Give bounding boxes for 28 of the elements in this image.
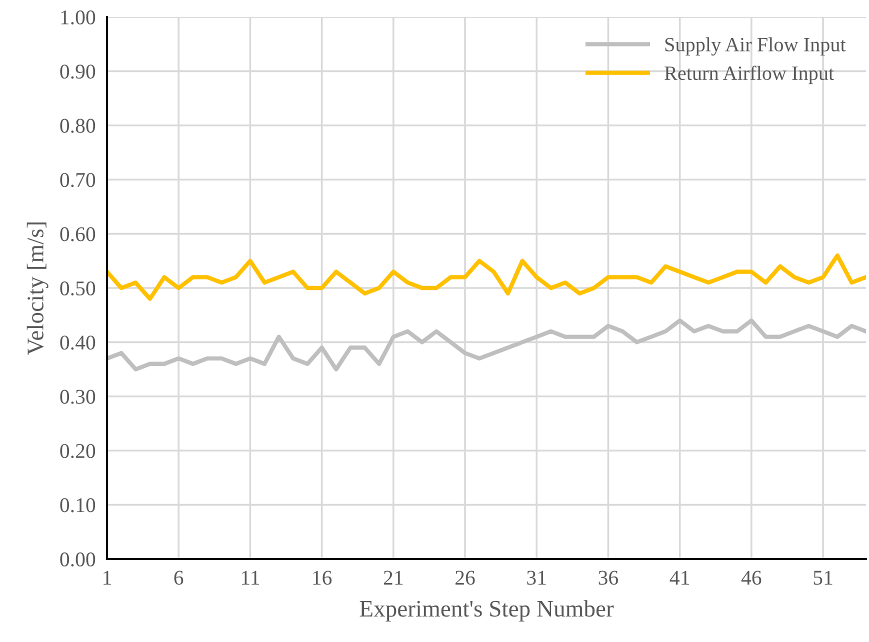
y-tick-label: 0.70 <box>60 172 96 188</box>
x-tick-label: 31 <box>527 570 546 585</box>
x-tick-label: 41 <box>670 570 689 585</box>
y-tick-label: 0.10 <box>60 498 96 512</box>
y-tick-label: 0.40 <box>60 336 96 350</box>
line-series <box>107 253 866 301</box>
x-tick-label: 36 <box>598 570 618 585</box>
legend-label: Supply Air Flow Input <box>665 37 846 56</box>
x-tick-label: 51 <box>814 570 832 585</box>
x-tick-label: 11 <box>242 570 259 585</box>
x-axis-title: Experiment's Step Number <box>360 600 614 622</box>
line-series <box>107 318 866 372</box>
x-tick-label: 6 <box>174 570 184 585</box>
y-tick-label: 0.30 <box>60 390 96 404</box>
y-tick-label: 1.00 <box>61 10 96 25</box>
x-tick-label: 21 <box>384 570 403 585</box>
y-tick-label: 0.60 <box>60 227 96 242</box>
x-tick-label: 26 <box>456 570 475 585</box>
y-tick-label: 0.80 <box>60 118 96 133</box>
x-tick-label: 16 <box>313 570 332 585</box>
x-tick-label: 46 <box>741 570 762 585</box>
x-tick-label: 1 <box>104 570 111 585</box>
y-tick-label: 0.20 <box>60 444 96 458</box>
y-tick-label: 0.50 <box>60 281 96 296</box>
y-tick-label: 0.00 <box>60 552 96 567</box>
y-tick-label: 0.90 <box>60 64 96 79</box>
y-axis-title: Velocity [m/s] <box>26 222 48 355</box>
legend-label: Return Airflow Input <box>664 66 834 84</box>
